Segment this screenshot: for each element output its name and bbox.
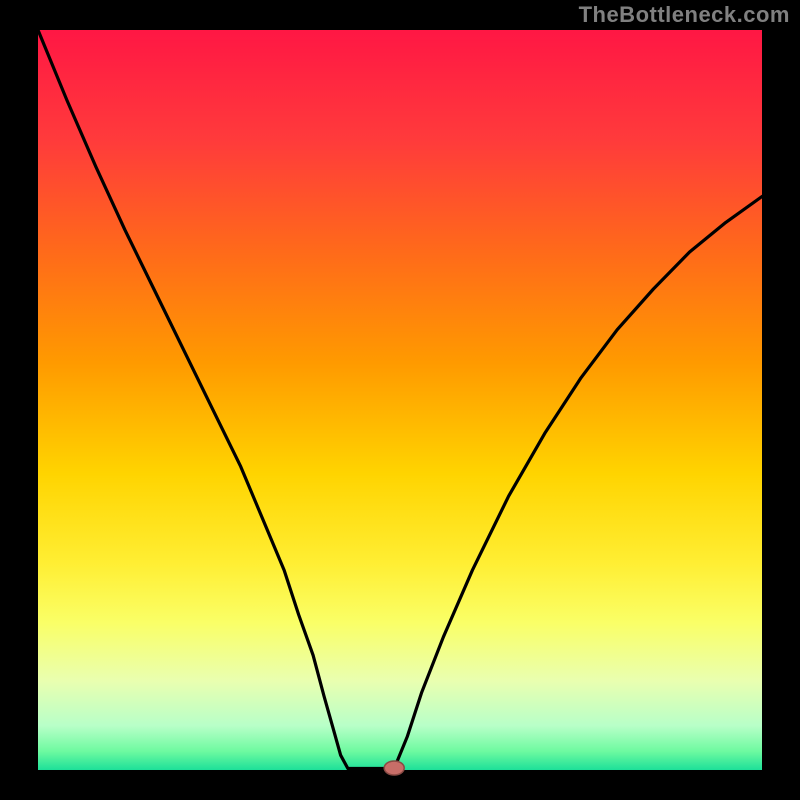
plot-background-gradient bbox=[38, 30, 762, 770]
watermark-text: TheBottleneck.com bbox=[579, 2, 790, 28]
watermark-label: TheBottleneck.com bbox=[579, 2, 790, 27]
bottleneck-chart-svg bbox=[0, 0, 800, 800]
chart-canvas: TheBottleneck.com bbox=[0, 0, 800, 800]
sweet-spot-marker bbox=[384, 761, 404, 775]
